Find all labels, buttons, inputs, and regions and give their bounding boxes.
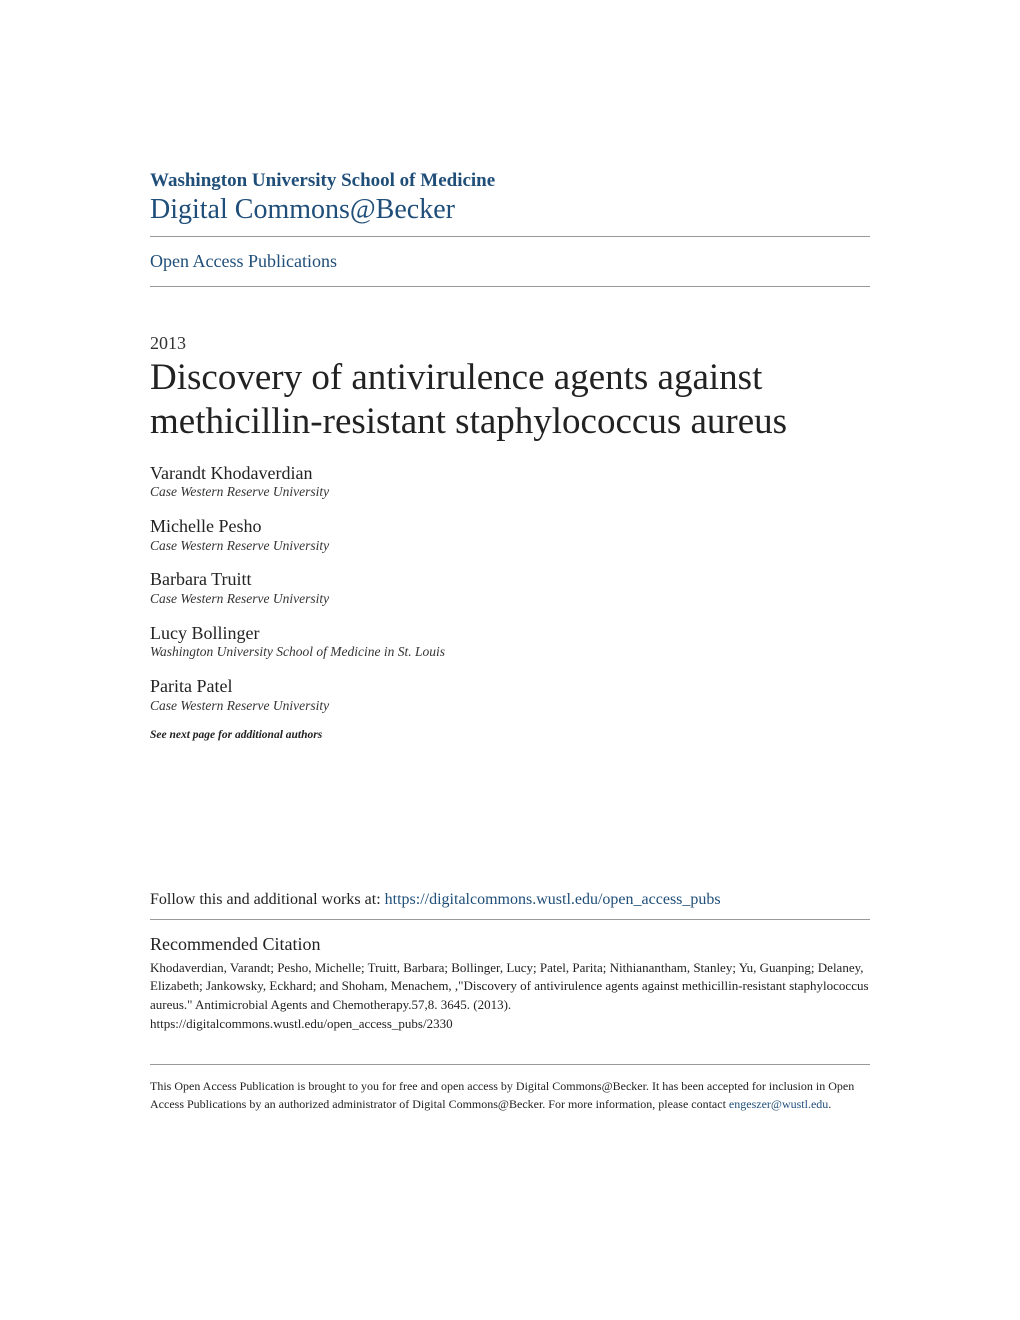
recommended-citation-heading: Recommended Citation	[150, 934, 870, 955]
follow-prefix: Follow this and additional works at:	[150, 891, 385, 908]
contact-email-link[interactable]: engeszer@wustl.edu	[729, 1097, 828, 1111]
author-name: Varandt Khodaverdian	[150, 462, 870, 485]
follow-line: Follow this and additional works at: htt…	[150, 891, 870, 909]
divider	[150, 286, 870, 287]
breadcrumb-row: Open Access Publications	[150, 237, 870, 286]
recommended-citation-body: Khodaverdian, Varandt; Pesho, Michelle; …	[150, 959, 870, 1034]
divider	[150, 919, 870, 920]
author-name: Parita Patel	[150, 675, 870, 698]
digital-commons-link[interactable]: Digital Commons@Becker	[150, 193, 870, 227]
author: Lucy Bollinger Washington University Sch…	[150, 622, 870, 661]
author-list: Varandt Khodaverdian Case Western Reserv…	[150, 462, 870, 715]
author-affiliation: Case Western Reserve University	[150, 698, 870, 715]
follow-url-link[interactable]: https://digitalcommons.wustl.edu/open_ac…	[385, 891, 721, 908]
footer-text-after: .	[828, 1097, 831, 1111]
page-title: Discovery of antivirulence agents agains…	[150, 356, 870, 443]
author: Barbara Truitt Case Western Reserve Univ…	[150, 568, 870, 607]
institution-link[interactable]: Washington University School of Medicine	[150, 170, 870, 193]
divider	[150, 1064, 870, 1065]
author-name: Michelle Pesho	[150, 515, 870, 538]
author-affiliation: Case Western Reserve University	[150, 484, 870, 501]
open-access-link[interactable]: Open Access Publications	[150, 251, 337, 271]
author: Michelle Pesho Case Western Reserve Univ…	[150, 515, 870, 554]
footer-note: This Open Access Publication is brought …	[150, 1077, 870, 1113]
see-next-page-note: See next page for additional authors	[150, 729, 870, 741]
author: Parita Patel Case Western Reserve Univer…	[150, 675, 870, 714]
author-affiliation: Case Western Reserve University	[150, 538, 870, 555]
publication-year: 2013	[150, 333, 870, 354]
author-affiliation: Washington University School of Medicine…	[150, 644, 870, 661]
author: Varandt Khodaverdian Case Western Reserv…	[150, 462, 870, 501]
author-affiliation: Case Western Reserve University	[150, 591, 870, 608]
author-name: Barbara Truitt	[150, 568, 870, 591]
header: Washington University School of Medicine…	[150, 170, 870, 226]
author-name: Lucy Bollinger	[150, 622, 870, 645]
